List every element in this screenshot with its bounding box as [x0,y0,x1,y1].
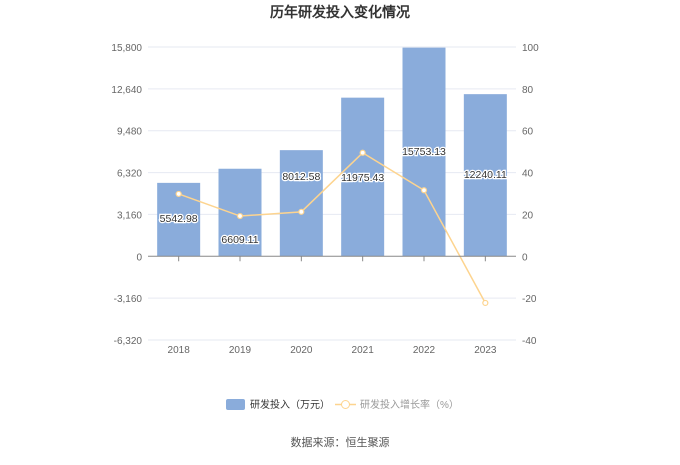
growth-point [420,187,428,194]
growth-point [236,212,244,220]
left-tick-label: 0 [136,252,142,263]
left-tick-label: 9,480 [117,127,142,138]
left-tick-label: 15,800 [111,43,142,54]
right-tick-label: 20 [522,210,534,221]
bar-value-label: 6609.11 [221,234,258,246]
bar-value-label: 5542.98 [160,213,198,225]
legend-line-label[interactable]: 研发投入增长率（%） [360,398,459,411]
right-tick-label: 60 [522,127,534,138]
x-tick-label: 2022 [413,345,436,356]
bar-value-label: 11975.43 [341,172,384,184]
legend-bar-label[interactable]: 研发投入（万元） [250,398,330,411]
x-tick-label: 2019 [229,345,252,356]
bar [279,150,323,257]
x-tick-label: 2018 [168,345,191,356]
growth-point [175,190,182,198]
left-tick-label: -6,320 [114,336,143,347]
legend-line-marker [341,400,350,409]
growth-point [298,208,305,215]
x-tick-label: 2020 [290,345,313,356]
left-tick-label: -3,160 [114,294,143,305]
left-tick-label: 3,160 [117,210,142,221]
right-tick-label: -40 [522,336,537,347]
legend[interactable]: 研发投入（万元） 研发投入增长率（%） [226,398,459,411]
bar [463,94,507,257]
right-tick-label: 0 [522,252,528,263]
chart-title: 历年研发投入变化情况 [270,4,410,20]
right-tick-label: 40 [522,169,534,180]
legend-bar-swatch [226,399,245,410]
bar-value-label: 15753.13 [402,146,446,158]
right-tick-label: 80 [522,85,534,96]
right-tick-label: -20 [522,294,537,305]
right-tick-label: 100 [522,43,539,54]
x-tick-label: 2023 [474,345,497,356]
bar [402,47,446,257]
growth-line [178,151,486,304]
bar-value-label: 8012.58 [282,171,320,183]
growth-point [482,299,489,307]
x-tick-label: 2021 [352,345,375,356]
bar [218,168,262,257]
bar [341,97,385,257]
left-tick-label: 6,320 [117,169,142,180]
bar-value-label: 12240.11 [464,169,507,181]
growth-point [359,149,366,156]
source-note: 数据来源：恒生聚源 [291,435,390,449]
left-tick-label: 12,640 [111,85,142,96]
